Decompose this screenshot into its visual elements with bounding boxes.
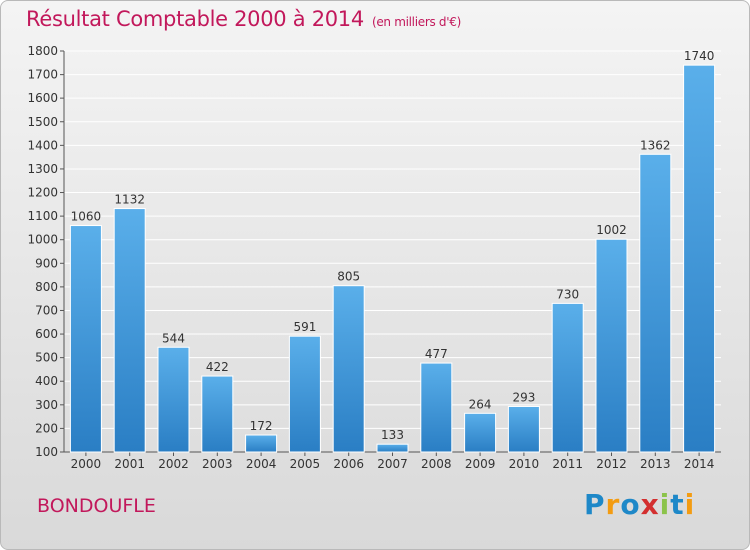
y-tick-label: 500 bbox=[35, 351, 58, 365]
city-name: BONDOUFLE bbox=[37, 495, 156, 517]
x-tick-label: 2004 bbox=[246, 457, 277, 471]
data-label: 1002 bbox=[596, 223, 627, 237]
x-tick-label: 2005 bbox=[290, 457, 321, 471]
y-tick-label: 400 bbox=[35, 374, 58, 388]
chart-subtitle: (en milliers d'€) bbox=[371, 15, 461, 29]
bar-2000 bbox=[69, 225, 102, 453]
y-tick-label: 1700 bbox=[27, 68, 58, 82]
data-labels: 1060 1132 544 422 172 591 805 133 477 264 293 730 10… bbox=[71, 49, 715, 442]
bar-2009 bbox=[464, 412, 497, 453]
data-label: 133 bbox=[381, 428, 404, 442]
y-tick-label: 1500 bbox=[27, 115, 58, 129]
bar-2013 bbox=[639, 153, 672, 453]
bar-2002 bbox=[157, 346, 190, 453]
proxiti-logo: Proxiti bbox=[584, 488, 695, 521]
logo-letter: t bbox=[670, 488, 685, 521]
y-tick-label: 800 bbox=[35, 280, 58, 294]
x-tick-label: 2011 bbox=[552, 457, 583, 471]
data-label: 172 bbox=[250, 419, 273, 433]
bar-2010 bbox=[507, 405, 540, 453]
bar-2014 bbox=[683, 64, 716, 453]
data-label: 1132 bbox=[114, 193, 145, 207]
logo-letter: i bbox=[659, 488, 671, 521]
data-label: 264 bbox=[469, 397, 492, 411]
logo-letter: r bbox=[605, 488, 621, 521]
data-label: 805 bbox=[337, 270, 360, 284]
logo-letter: P bbox=[584, 488, 606, 521]
data-label: 591 bbox=[293, 320, 316, 334]
data-label: 293 bbox=[512, 390, 535, 404]
data-label: 477 bbox=[425, 347, 448, 361]
y-tick-label: 600 bbox=[35, 327, 58, 341]
bar-2011 bbox=[551, 302, 584, 453]
bar-2006 bbox=[332, 285, 365, 453]
logo-letter: x bbox=[640, 488, 660, 521]
x-tick-label: 2014 bbox=[684, 457, 715, 471]
x-tick-label: 2003 bbox=[202, 457, 233, 471]
y-tick-label: 200 bbox=[35, 421, 58, 435]
y-tick-label: 900 bbox=[35, 256, 58, 270]
x-tick-label: 2001 bbox=[114, 457, 145, 471]
bar-2001 bbox=[113, 208, 146, 453]
data-label: 544 bbox=[162, 331, 185, 345]
x-tick-label: 2007 bbox=[377, 457, 408, 471]
y-tick-label: 700 bbox=[35, 303, 58, 317]
bars bbox=[69, 64, 716, 453]
data-label: 730 bbox=[556, 287, 579, 301]
x-tick-label: 2000 bbox=[71, 457, 102, 471]
x-tick-label: 2012 bbox=[596, 457, 627, 471]
y-tick-label: 1800 bbox=[27, 44, 58, 58]
y-tick-label: 100 bbox=[35, 445, 58, 459]
chart-title: Résultat Comptable 2000 à 2014 (en millie… bbox=[26, 7, 461, 31]
data-label: 1740 bbox=[684, 49, 715, 63]
logo-letter: o bbox=[620, 488, 641, 521]
y-tick-label: 1200 bbox=[27, 186, 58, 200]
bar-2008 bbox=[420, 362, 453, 453]
data-label: 1060 bbox=[71, 210, 102, 224]
x-tick-label: 2010 bbox=[509, 457, 540, 471]
x-tick-label: 2009 bbox=[465, 457, 496, 471]
y-tick-label: 1000 bbox=[27, 233, 58, 247]
x-tick-label: 2008 bbox=[421, 457, 452, 471]
y-tick-label: 1300 bbox=[27, 162, 58, 176]
x-tick-label: 2002 bbox=[158, 457, 189, 471]
x-tick-label: 2006 bbox=[333, 457, 364, 471]
bar-2003 bbox=[201, 375, 234, 453]
logo-letter: i bbox=[684, 488, 696, 521]
y-tick-label: 300 bbox=[35, 398, 58, 412]
chart-title-text: Résultat Comptable 2000 à 2014 bbox=[26, 7, 364, 31]
y-tick-label: 1600 bbox=[27, 91, 58, 105]
x-tick-label: 2013 bbox=[640, 457, 671, 471]
data-label: 422 bbox=[206, 360, 229, 374]
bar-2005 bbox=[288, 335, 321, 453]
bar-2012 bbox=[595, 238, 628, 453]
y-tick-label: 1400 bbox=[27, 138, 58, 152]
data-label: 1362 bbox=[640, 138, 671, 152]
y-tick-label: 1100 bbox=[27, 209, 58, 223]
bar-2004 bbox=[245, 434, 278, 453]
bar-2007 bbox=[376, 443, 409, 453]
